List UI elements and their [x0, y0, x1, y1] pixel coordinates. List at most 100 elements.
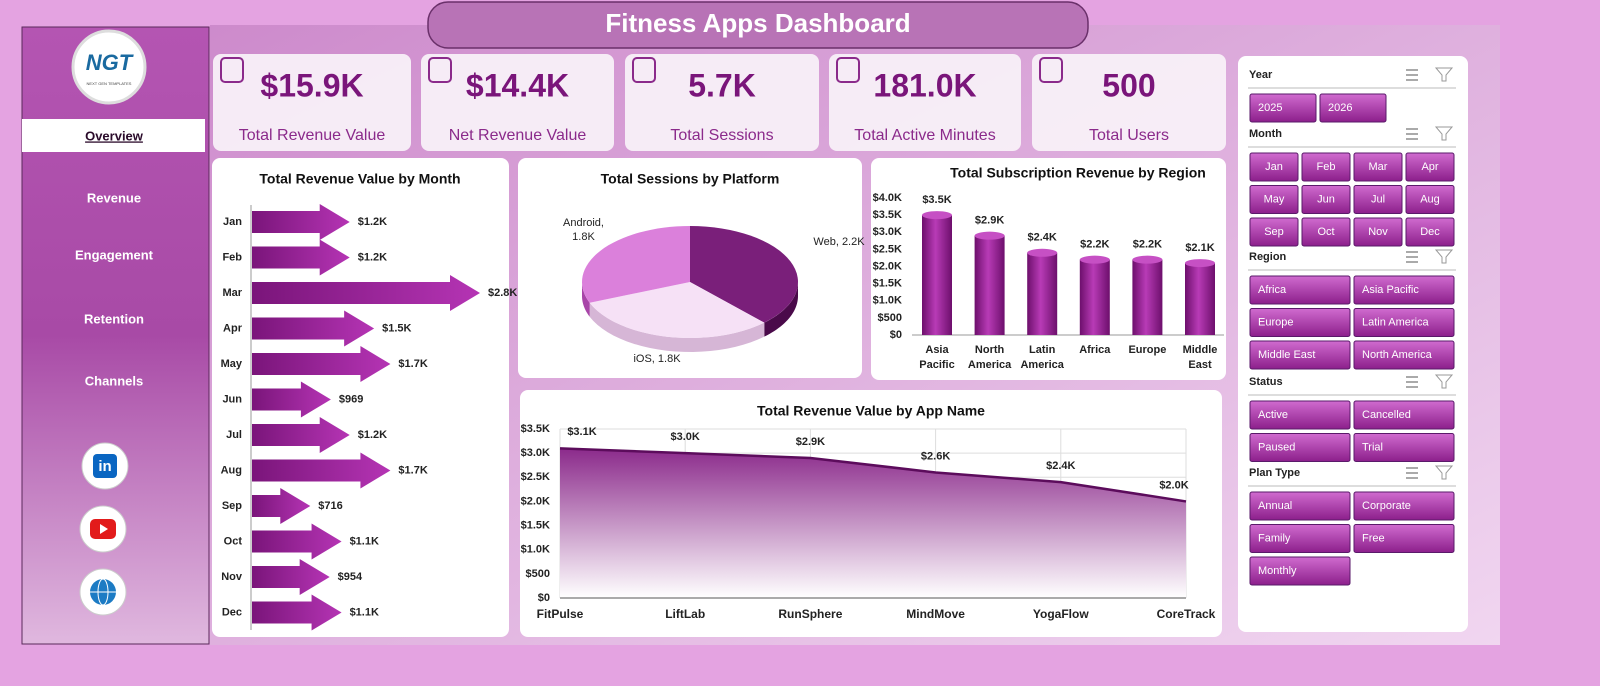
nav-item[interactable]: Overview: [85, 128, 144, 143]
title: Fitness Apps Dashboard: [605, 8, 910, 38]
nav-item[interactable]: Retention: [84, 311, 144, 326]
data-label: Android, 1.8K: [563, 217, 604, 243]
slicer-button[interactable]: [1249, 340, 1351, 370]
slicer-item[interactable]: Aug: [1420, 193, 1440, 205]
slicer-item[interactable]: Nov: [1368, 226, 1388, 238]
y-tick-label: $1.0K: [873, 295, 902, 307]
nav-item[interactable]: Revenue: [87, 190, 141, 205]
slicer-button[interactable]: [1301, 185, 1351, 214]
slicer-item[interactable]: Annual: [1258, 500, 1292, 512]
x-tick-label: MindMove: [906, 607, 965, 621]
logo-text: NGT: [86, 50, 134, 75]
slicer-item[interactable]: Corporate: [1362, 500, 1411, 512]
data-label-box: iOS, 1.8K: [633, 353, 681, 365]
slicer-button[interactable]: [1353, 275, 1455, 305]
slicer-button[interactable]: [1353, 308, 1455, 337]
slicer-button[interactable]: [1301, 152, 1351, 182]
nav-active[interactable]: [22, 119, 205, 152]
y-tick-label: $2.0K: [521, 495, 550, 507]
bar: [252, 417, 350, 453]
clear-filter-icon[interactable]: [1434, 374, 1454, 389]
data-label: $1.7K: [398, 464, 427, 476]
nav-item[interactable]: Engagement: [75, 247, 154, 262]
slicer-button[interactable]: [1249, 275, 1351, 305]
slicer-item[interactable]: 2026: [1328, 102, 1352, 114]
bar: [252, 488, 311, 524]
data-label: $3.0K: [671, 431, 700, 443]
kpi-value: $15.9K: [260, 67, 363, 103]
clear-filter-icon[interactable]: [1434, 249, 1454, 264]
slicer-button[interactable]: [1353, 524, 1455, 553]
slicer-item[interactable]: Free: [1362, 532, 1385, 544]
slicer-button[interactable]: [1405, 185, 1455, 214]
kpi-value: $14.4K: [466, 67, 569, 103]
slicer-button[interactable]: [1249, 308, 1351, 337]
slicer-item[interactable]: Sep: [1264, 226, 1284, 238]
slicer-button[interactable]: [1319, 93, 1387, 123]
bar: [974, 235, 1005, 335]
slicer-item[interactable]: Active: [1258, 409, 1288, 421]
y-tick-label: $1.5K: [521, 519, 550, 531]
slicer-item[interactable]: Cancelled: [1362, 409, 1411, 421]
slicer-item[interactable]: Dec: [1420, 226, 1440, 238]
data-label: Web, 2.2K: [813, 236, 865, 248]
slicer-item[interactable]: Paused: [1258, 441, 1295, 453]
slicer-item[interactable]: Europe: [1258, 316, 1293, 328]
slicer-button[interactable]: [1249, 524, 1351, 553]
slicer-item[interactable]: Mar: [1369, 161, 1388, 173]
linkedin-text: in: [98, 458, 111, 475]
slicer-button[interactable]: [1249, 93, 1317, 123]
slicer-button[interactable]: [1249, 185, 1299, 214]
slicer-button[interactable]: [1249, 152, 1299, 182]
slicer-button[interactable]: [1353, 185, 1403, 214]
slicer-button[interactable]: [1249, 217, 1299, 247]
slicer-title: Month: [1249, 128, 1282, 140]
slicer-item[interactable]: Africa: [1258, 284, 1287, 296]
slicer-item[interactable]: Asia Pacific: [1362, 284, 1419, 296]
x-tick-label: FitPulse: [537, 607, 584, 621]
bar-cap: [922, 211, 952, 220]
slicer-item[interactable]: North America: [1362, 349, 1433, 361]
slicer-item[interactable]: May: [1264, 193, 1285, 205]
slicer-item[interactable]: Oct: [1317, 226, 1334, 238]
slicer-title: Status: [1249, 376, 1283, 388]
y-tick-label: Oct: [224, 535, 243, 547]
clear-filter-icon[interactable]: [1434, 465, 1454, 480]
slicer-button[interactable]: [1249, 400, 1351, 430]
slicer-item[interactable]: Monthly: [1258, 565, 1297, 577]
slicer-button[interactable]: [1249, 491, 1351, 521]
slicer-item[interactable]: Jun: [1317, 193, 1335, 205]
kpi-icon: [1039, 57, 1063, 83]
slicer-item[interactable]: Latin America: [1362, 316, 1430, 328]
slicer-item[interactable]: Trial: [1362, 441, 1383, 453]
data-label: iOS, 1.8K: [633, 353, 681, 365]
nav-item[interactable]: Channels: [85, 373, 144, 388]
slicer-item[interactable]: Feb: [1317, 161, 1336, 173]
slicer-button[interactable]: [1353, 400, 1455, 430]
slicer-item[interactable]: Jul: [1371, 193, 1385, 205]
slicer-button[interactable]: [1353, 491, 1455, 521]
slicer-button[interactable]: [1405, 152, 1455, 182]
slicer-item[interactable]: Middle East: [1258, 349, 1315, 361]
slicer-button[interactable]: [1353, 433, 1455, 462]
clear-filter-icon[interactable]: [1434, 67, 1454, 82]
slicer-item[interactable]: Jan: [1265, 161, 1283, 173]
x-tick-label: Middle East: [1182, 344, 1218, 371]
y-tick-label: Aug: [221, 464, 242, 476]
slicer-button[interactable]: [1353, 152, 1403, 182]
slicer-button[interactable]: [1249, 433, 1351, 462]
data-label: $716: [318, 500, 342, 512]
slicer-button[interactable]: [1353, 217, 1403, 247]
slicer-button[interactable]: [1249, 556, 1351, 586]
slicer-item[interactable]: 2025: [1258, 102, 1282, 114]
slicer-button[interactable]: [1405, 217, 1455, 247]
slicer-button[interactable]: [1301, 217, 1351, 247]
y-tick-label: $2.0K: [873, 260, 902, 272]
y-tick-label: $3.0K: [873, 226, 902, 238]
y-tick-label: $1.5K: [873, 278, 902, 290]
clear-filter-icon[interactable]: [1434, 126, 1454, 141]
slicer-item[interactable]: Apr: [1421, 161, 1438, 173]
slicer-button[interactable]: [1353, 340, 1455, 370]
slicer-item[interactable]: Family: [1258, 532, 1291, 544]
